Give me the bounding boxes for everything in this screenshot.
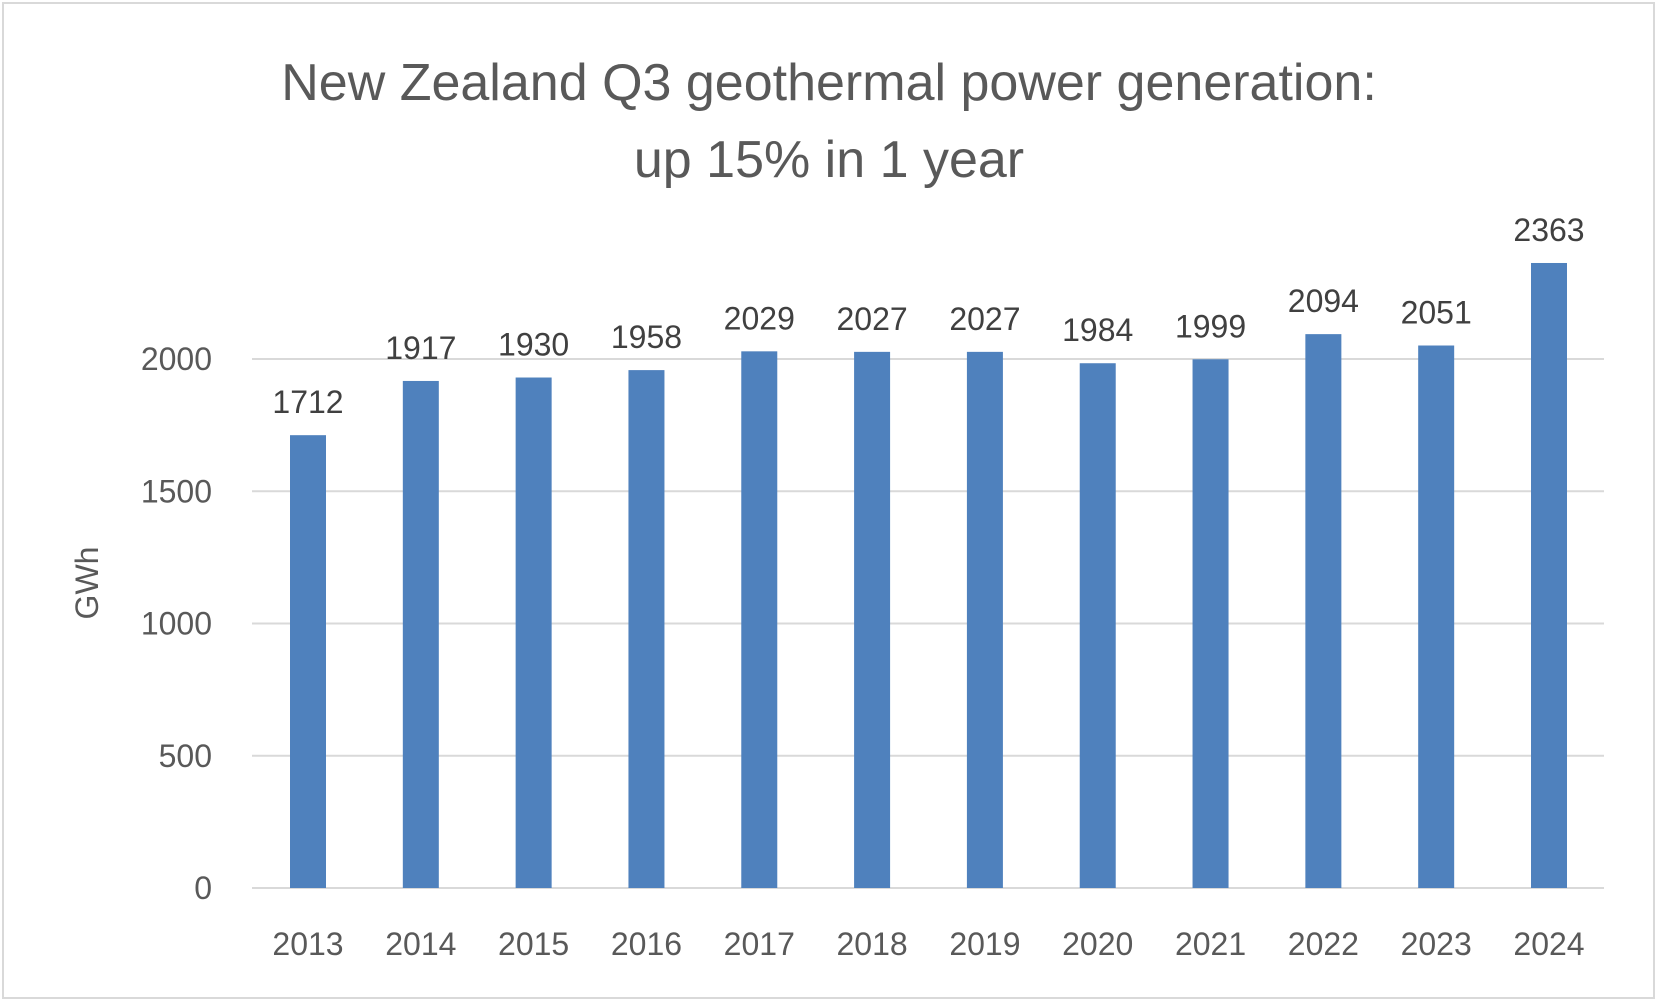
x-tick-label: 2021: [1175, 926, 1246, 962]
data-label: 1999: [1175, 308, 1246, 344]
x-tick-label: 2014: [385, 926, 456, 962]
data-label: 2051: [1401, 295, 1472, 331]
x-tick-label: 2017: [724, 926, 795, 962]
data-label: 1930: [498, 327, 569, 363]
y-axis-label: GWh: [69, 547, 105, 620]
data-label: 1917: [385, 330, 456, 366]
data-label: 1958: [611, 319, 682, 355]
bar-2018: [854, 351, 891, 888]
y-tick-label: 1500: [141, 473, 212, 509]
data-label: 2027: [836, 301, 907, 337]
y-tick-label: 2000: [141, 341, 212, 377]
x-tick-label: 2020: [1062, 926, 1133, 962]
bar-2014: [402, 380, 439, 888]
data-label: 2027: [949, 301, 1020, 337]
bar-2016: [628, 370, 665, 888]
x-tick-label: 2024: [1513, 926, 1584, 962]
y-tick-label: 1000: [141, 606, 212, 642]
data-label: 2094: [1288, 283, 1359, 319]
bar-2013: [290, 435, 326, 888]
x-tick-label: 2019: [949, 926, 1020, 962]
bar-2024: [1531, 262, 1567, 888]
x-tick-label: 2015: [498, 926, 569, 962]
data-label: 1984: [1062, 312, 1133, 348]
data-label: 2029: [724, 300, 795, 336]
x-tick-label: 2018: [836, 926, 907, 962]
bar-2023: [1418, 345, 1455, 888]
chart-title-line-1: New Zealand Q3 geothermal power generati…: [281, 54, 1377, 112]
y-tick-label: 0: [194, 870, 212, 906]
bar-2015: [515, 377, 552, 888]
data-label: 2363: [1513, 212, 1584, 248]
x-tick-label: 2022: [1288, 926, 1359, 962]
x-tick-label: 2016: [611, 926, 682, 962]
y-tick-label: 500: [159, 738, 212, 774]
x-tick-label: 2013: [272, 926, 343, 962]
x-tick-label: 2023: [1401, 926, 1472, 962]
bar-2021: [1192, 359, 1229, 888]
bar-2020: [1079, 363, 1116, 888]
data-label: 1712: [272, 384, 343, 420]
chart-title-line-2: up 15% in 1 year: [634, 131, 1024, 189]
bar-2022: [1305, 334, 1342, 889]
bar-2017: [741, 351, 778, 889]
bar-2019: [966, 351, 1003, 888]
